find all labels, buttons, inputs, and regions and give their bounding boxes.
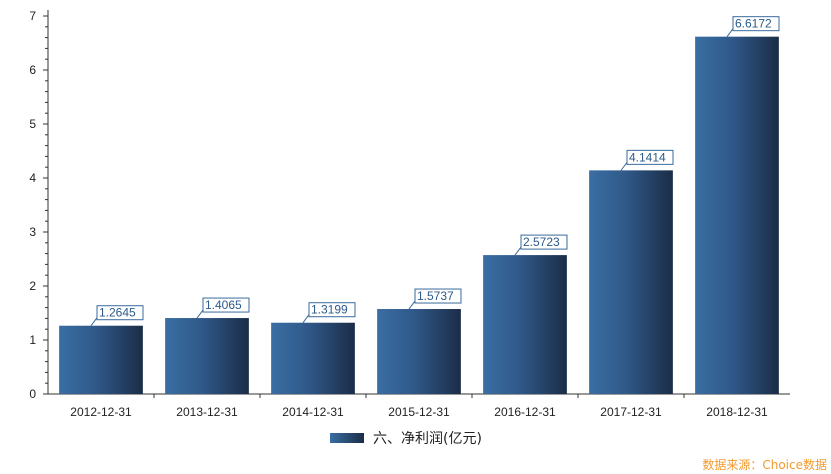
bar[interactable] bbox=[271, 322, 355, 394]
x-axis: 2012-12-31 2013-12-31 2014-12-31 2015-12-31… bbox=[48, 393, 790, 419]
data-label-leader bbox=[408, 300, 416, 310]
y-axis: 0 1 2 3 4 5 6 7 bbox=[29, 9, 49, 401]
data-label: 1.4065 bbox=[205, 298, 242, 312]
data-label-box bbox=[414, 288, 462, 304]
y-tick-label: 7 bbox=[29, 9, 36, 23]
data-label: 1.5737 bbox=[417, 289, 454, 303]
bar[interactable] bbox=[377, 309, 461, 394]
y-tick-label: 4 bbox=[29, 171, 36, 185]
y-tick-label: 1 bbox=[29, 333, 36, 347]
data-label-leader bbox=[90, 317, 98, 327]
data-label-leader bbox=[620, 162, 628, 171]
bar[interactable] bbox=[59, 325, 143, 394]
x-tick-label: 2015-12-31 bbox=[388, 405, 450, 419]
legend-swatch bbox=[330, 433, 364, 443]
data-label-leader bbox=[514, 246, 522, 256]
data-label-box bbox=[626, 149, 674, 165]
data-label: 1.2645 bbox=[99, 306, 136, 320]
x-tick-label: 2013-12-31 bbox=[176, 405, 238, 419]
data-label-box bbox=[520, 234, 568, 250]
data-label: 1.3199 bbox=[311, 303, 348, 317]
data-labels: 1.2645 1.4065 1.3199 1.5737 2.5723 4.1414 6.61… bbox=[90, 16, 780, 327]
bar[interactable] bbox=[165, 318, 249, 394]
bar[interactable] bbox=[589, 170, 673, 394]
bars bbox=[59, 36, 779, 394]
bar[interactable] bbox=[483, 255, 567, 394]
data-label-leader bbox=[196, 309, 204, 319]
legend[interactable]: 六、净利润(亿元) bbox=[330, 431, 482, 447]
x-tick-label: 2017-12-31 bbox=[600, 405, 662, 419]
y-tick-label: 2 bbox=[29, 279, 36, 293]
x-tick-label: 2016-12-31 bbox=[494, 405, 556, 419]
source-label: 数据来源：Choice数据 bbox=[702, 457, 827, 472]
x-tick-label: 2014-12-31 bbox=[282, 405, 344, 419]
data-label-box bbox=[202, 297, 250, 313]
data-label: 4.1414 bbox=[629, 150, 666, 164]
y-tick-label: 6 bbox=[29, 63, 36, 77]
y-tick-label: 0 bbox=[29, 387, 36, 401]
data-label-box bbox=[308, 302, 356, 318]
bar[interactable] bbox=[695, 36, 779, 394]
data-label: 6.6172 bbox=[735, 17, 772, 31]
x-tick-label: 2018-12-31 bbox=[706, 405, 768, 419]
data-label-box bbox=[732, 16, 780, 32]
data-label-leader bbox=[302, 314, 310, 324]
data-label: 2.5723 bbox=[523, 235, 560, 249]
legend-label: 六、净利润(亿元) bbox=[373, 431, 482, 447]
y-tick-label: 3 bbox=[29, 225, 36, 239]
data-label-box bbox=[96, 305, 144, 321]
x-tick-label: 2012-12-31 bbox=[70, 405, 132, 419]
y-tick-label: 5 bbox=[29, 117, 36, 131]
data-label-leader bbox=[726, 28, 734, 37]
